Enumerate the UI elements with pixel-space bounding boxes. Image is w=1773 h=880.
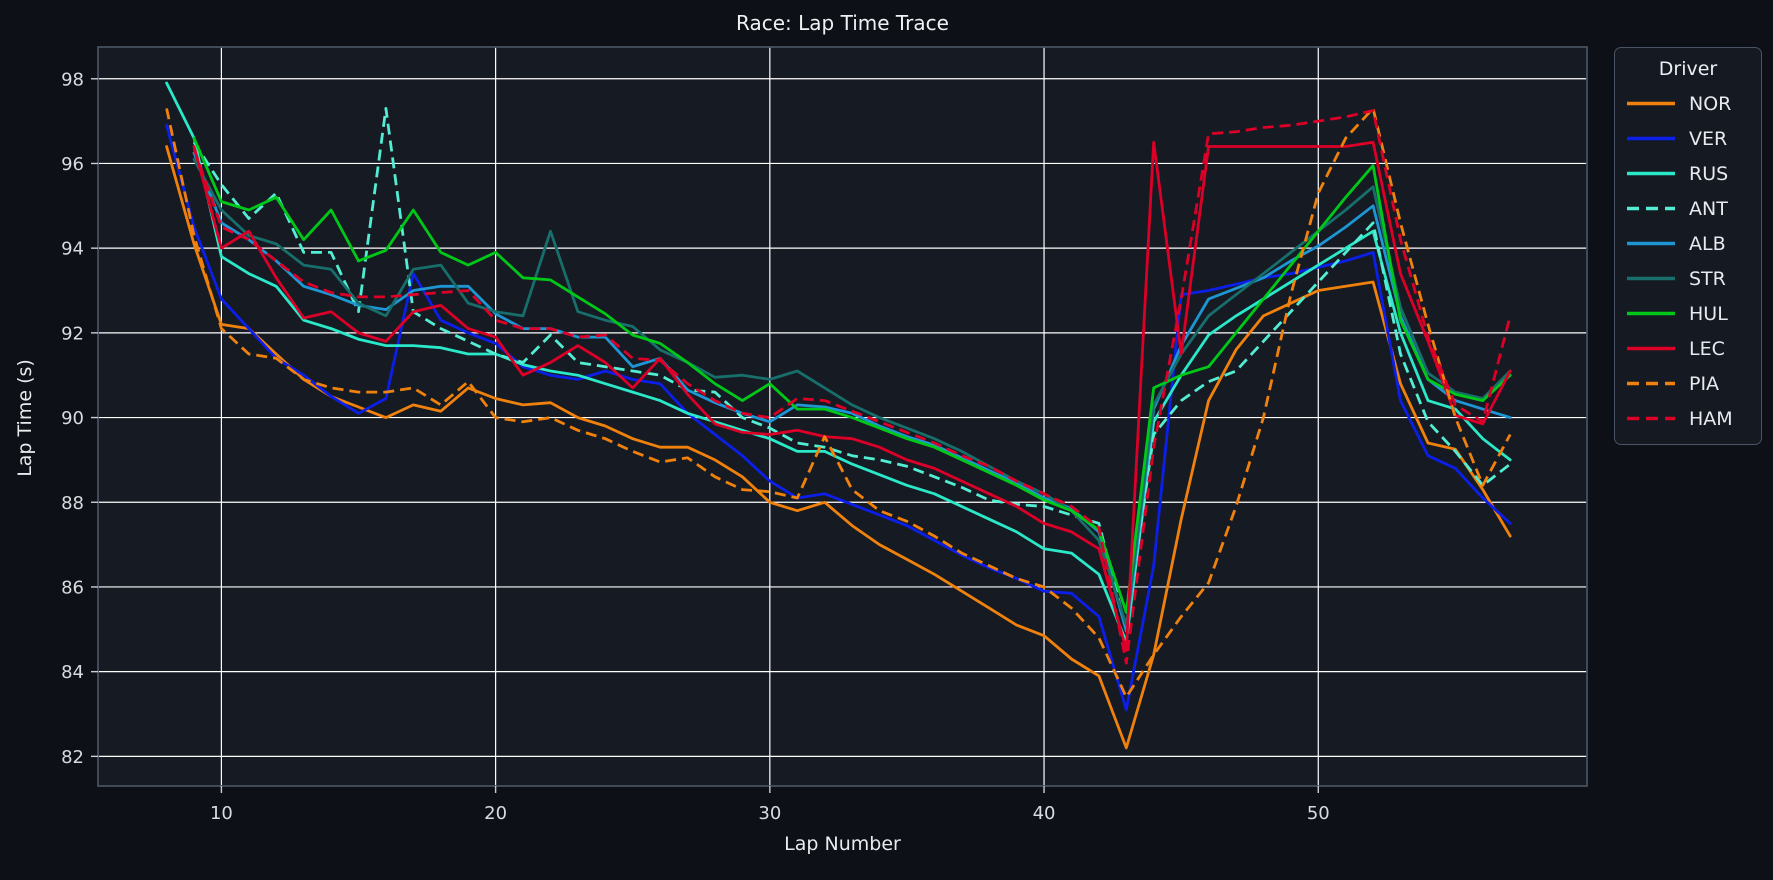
- legend-item-PIA: PIA: [1615, 366, 1761, 401]
- plot-area: [98, 47, 1587, 786]
- x-tick-label-10: 10: [210, 803, 233, 824]
- legend-label-LEC: LEC: [1689, 337, 1725, 360]
- y-tick-label-98: 98: [61, 69, 84, 90]
- series-line-RUS: [165, 81, 1512, 644]
- series-line-STR: [192, 157, 1512, 627]
- legend-items: NOR VER RUS ANT ALB STR HUL LEC PIA HAM: [1615, 86, 1761, 436]
- legend-label-PIA: PIA: [1689, 372, 1720, 395]
- legend-swatch-ALB-icon: [1627, 241, 1675, 246]
- legend-item-LEC: LEC: [1615, 331, 1761, 366]
- legend-title: Driver: [1658, 58, 1718, 80]
- y-axis-label: Lap Time (s): [14, 359, 36, 477]
- y-tick-label-82: 82: [61, 747, 84, 768]
- axes-frame: [97, 46, 1588, 787]
- legend-swatch-STR-icon: [1627, 276, 1675, 281]
- y-tick-label-84: 84: [61, 662, 84, 683]
- legend-label-VER: VER: [1689, 127, 1728, 150]
- series-line-NOR: [165, 145, 1512, 750]
- legend: Driver NOR VER RUS ANT ALB STR HUL LEC PIA HAM: [1614, 47, 1762, 445]
- legend-label-RUS: RUS: [1689, 162, 1729, 185]
- legend-swatch-LEC-icon: [1627, 346, 1675, 351]
- series-line-PIA: [165, 107, 1512, 699]
- y-tick-label-94: 94: [61, 239, 84, 260]
- y-tick-label-86: 86: [61, 577, 84, 598]
- y-tick-label-88: 88: [61, 493, 84, 514]
- legend-swatch-VER-icon: [1627, 136, 1675, 141]
- x-tick-label-40: 40: [1033, 803, 1056, 824]
- legend-swatch-HUL-icon: [1627, 311, 1675, 316]
- legend-label-HUL: HUL: [1689, 302, 1728, 325]
- legend-item-HUL: HUL: [1615, 296, 1761, 331]
- legend-item-ALB: ALB: [1615, 226, 1761, 261]
- legend-swatch-NOR-icon: [1627, 101, 1675, 106]
- legend-swatch-HAM-icon: [1627, 416, 1675, 421]
- x-tick-label-30: 30: [758, 803, 781, 824]
- legend-swatch-RUS-icon: [1627, 171, 1675, 176]
- legend-label-NOR: NOR: [1689, 92, 1732, 115]
- legend-label-ANT: ANT: [1689, 197, 1728, 220]
- legend-label-HAM: HAM: [1689, 407, 1733, 430]
- legend-item-VER: VER: [1615, 121, 1761, 156]
- y-tick-label-96: 96: [61, 154, 84, 175]
- y-tick-label-90: 90: [61, 408, 84, 429]
- legend-label-ALB: ALB: [1689, 232, 1726, 255]
- x-axis-label: Lap Number: [784, 833, 901, 855]
- legend-item-HAM: HAM: [1615, 401, 1761, 436]
- legend-item-NOR: NOR: [1615, 86, 1761, 121]
- y-tick-label-92: 92: [61, 323, 84, 344]
- series-line-VER: [165, 123, 1512, 712]
- legend-label-STR: STR: [1689, 267, 1726, 290]
- series-line-HUL: [192, 136, 1512, 614]
- series-line-ALB: [192, 151, 1512, 633]
- series-line-HAM: [192, 109, 1512, 665]
- legend-swatch-ANT-icon: [1627, 206, 1675, 211]
- x-tick-label-50: 50: [1307, 803, 1330, 824]
- legend-item-STR: STR: [1615, 261, 1761, 296]
- legend-item-RUS: RUS: [1615, 156, 1761, 191]
- legend-swatch-PIA-icon: [1627, 381, 1675, 386]
- x-tick-label-20: 20: [484, 803, 507, 824]
- series-line-LEC: [192, 140, 1512, 652]
- legend-item-ANT: ANT: [1615, 191, 1761, 226]
- chart-title: Race: Lap Time Trace: [736, 11, 949, 35]
